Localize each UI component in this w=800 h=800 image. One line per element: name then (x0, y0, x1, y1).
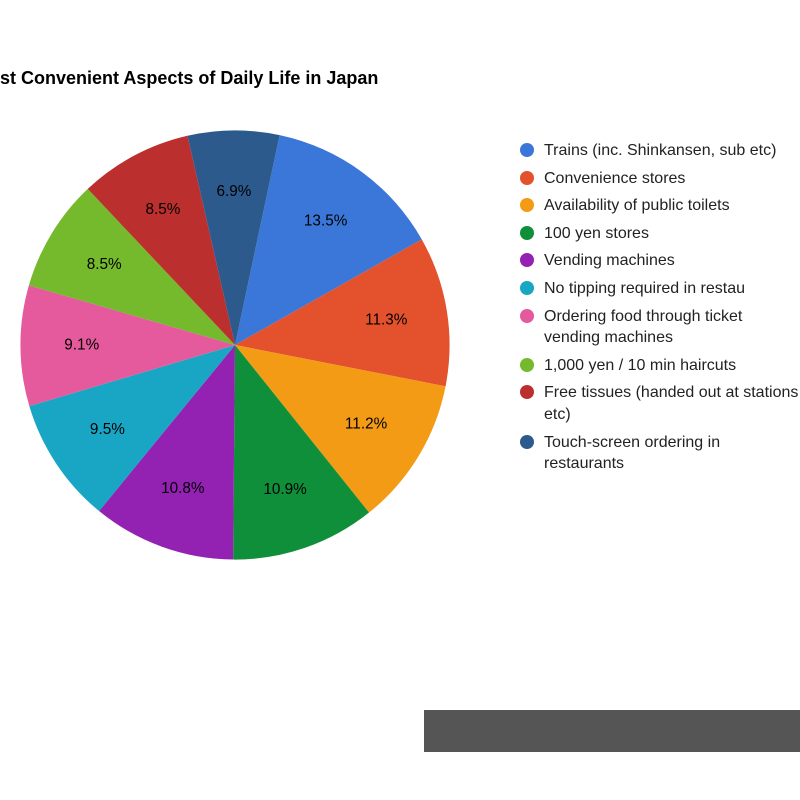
legend-item: Touch-screen ordering in restaurants (520, 432, 800, 475)
slice-label: 8.5% (87, 256, 122, 273)
legend-item: Free tissues (handed out at stations etc… (520, 382, 800, 425)
legend-label: 1,000 yen / 10 min haircuts (544, 355, 736, 377)
legend-dot-icon (520, 143, 534, 157)
legend-label: Ordering food through ticket vending mac… (544, 306, 800, 349)
legend-dot-icon (520, 253, 534, 267)
slice-label: 13.5% (304, 212, 348, 229)
legend-label: Convenience stores (544, 168, 685, 190)
legend: Trains (inc. Shinkansen, sub etc) Conveni… (520, 140, 800, 481)
legend-dot-icon (520, 226, 534, 240)
legend-dot-icon (520, 435, 534, 449)
legend-item: Ordering food through ticket vending mac… (520, 306, 800, 349)
legend-label: Free tissues (handed out at stations etc… (544, 382, 800, 425)
legend-item: 100 yen stores (520, 223, 800, 245)
legend-item: Convenience stores (520, 168, 800, 190)
slice-label: 11.3% (365, 312, 408, 329)
legend-dot-icon (520, 309, 534, 323)
legend-label: Trains (inc. Shinkansen, sub etc) (544, 140, 776, 162)
legend-dot-icon (520, 171, 534, 185)
legend-item: Trains (inc. Shinkansen, sub etc) (520, 140, 800, 162)
legend-label: No tipping required in restau (544, 278, 745, 300)
legend-dot-icon (520, 385, 534, 399)
legend-dot-icon (520, 281, 534, 295)
legend-item: No tipping required in restau (520, 278, 800, 300)
legend-dot-icon (520, 198, 534, 212)
slice-label: 9.1% (64, 337, 99, 354)
legend-label: Availability of public toilets (544, 195, 730, 217)
slice-label: 9.5% (90, 421, 125, 438)
slice-label: 10.8% (161, 480, 205, 497)
slice-label: 8.5% (145, 201, 180, 218)
legend-dot-icon (520, 358, 534, 372)
pie-chart: 13.5% 11.3% 11.2% 10.9% 10.8% 9.5% 9.1% 8.5% 8.5… (0, 110, 470, 585)
slice-label: 6.9% (216, 183, 251, 200)
legend-item: Vending machines (520, 250, 800, 272)
bottom-bar (424, 710, 800, 752)
legend-item: Availability of public toilets (520, 195, 800, 217)
slice-label: 11.2% (345, 415, 388, 432)
legend-label: 100 yen stores (544, 223, 649, 245)
chart-title: st Convenient Aspects of Daily Life in J… (0, 68, 378, 89)
legend-label: Vending machines (544, 250, 675, 272)
slice-label: 10.9% (263, 481, 307, 498)
legend-label: Touch-screen ordering in restaurants (544, 432, 800, 475)
legend-item: 1,000 yen / 10 min haircuts (520, 355, 800, 377)
